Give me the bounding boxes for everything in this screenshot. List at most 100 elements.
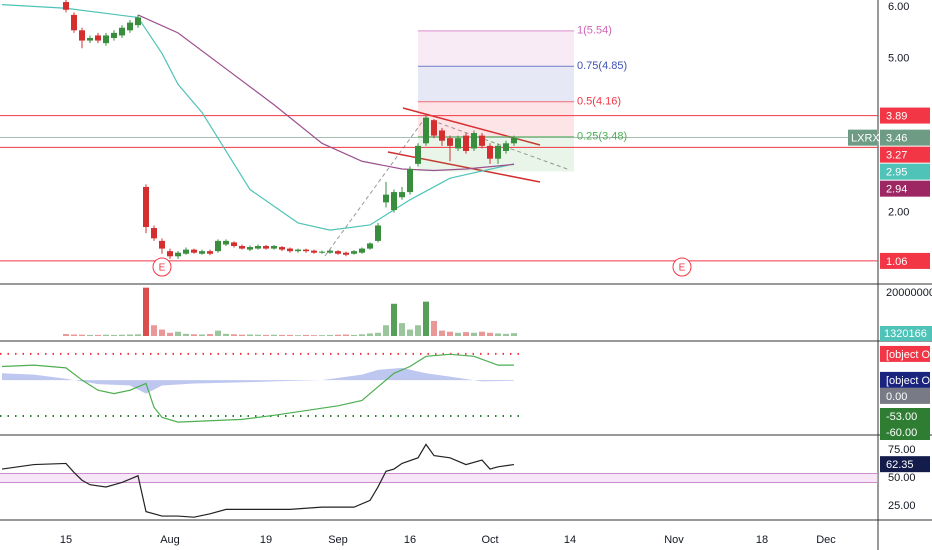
trend-dashed — [324, 117, 426, 257]
candle-body — [111, 32, 117, 39]
candle-body — [167, 251, 173, 257]
volume-bar — [415, 325, 421, 336]
time-tick-label: 14 — [564, 534, 576, 546]
fib-label: 1(5.54) — [577, 25, 612, 37]
candle-body — [183, 249, 189, 254]
candle-body — [103, 35, 109, 44]
price-badge-label: -60.00 — [886, 427, 917, 439]
volume-bar — [127, 334, 133, 336]
candle-body — [399, 192, 405, 198]
volume-bar — [247, 334, 253, 336]
candle-body — [239, 246, 245, 249]
candle-body — [487, 145, 493, 159]
volume-bar — [207, 334, 213, 336]
volume-badge — [880, 326, 932, 341]
price-badge-label: 3.27 — [886, 150, 907, 162]
volume-bar — [87, 334, 93, 336]
price-badge-label: -53.00 — [886, 411, 917, 423]
price-badge — [880, 129, 930, 146]
volume-bar — [79, 334, 85, 336]
volume-bar — [431, 320, 437, 336]
volume-bar — [351, 334, 357, 336]
candle-body — [471, 133, 477, 149]
candle-body — [255, 246, 261, 249]
time-tick-label: Sep — [328, 534, 348, 546]
candle-body — [375, 225, 381, 241]
time-tick-label: Aug — [160, 534, 180, 546]
price-badge — [880, 387, 930, 404]
volume-bar — [503, 333, 509, 336]
candle-body — [431, 120, 437, 136]
price-badge-label: 0.00 — [886, 391, 907, 403]
price-badge-label: 1.06 — [886, 256, 907, 268]
price-badge — [880, 408, 930, 425]
candle-body — [119, 27, 125, 36]
candle-body — [391, 192, 397, 211]
time-tick-label: 16 — [404, 534, 416, 546]
volume-bar — [279, 334, 285, 336]
moving-average — [137, 14, 515, 172]
candle-body — [295, 249, 301, 252]
candle-body — [479, 135, 485, 146]
symbol-label: LXRX — [851, 133, 880, 145]
candle-body — [263, 246, 269, 249]
candle-body — [343, 252, 349, 255]
oscillator-histogram — [2, 367, 514, 394]
symbol-badge — [848, 129, 877, 146]
candle-body — [87, 38, 93, 41]
candle-body — [63, 2, 69, 10]
time-tick-label: 18 — [756, 534, 768, 546]
candle-body — [127, 22, 133, 31]
candle-body — [247, 247, 253, 250]
volume-bar — [103, 334, 109, 336]
volume-bar — [167, 332, 173, 336]
price-badge — [880, 252, 930, 269]
candle-body — [287, 248, 293, 252]
volume-bar — [231, 334, 237, 336]
candle-body — [319, 251, 325, 253]
fib-label: 0.5(4.16) — [577, 96, 621, 108]
price-badge-label: [object Object] — [886, 375, 932, 387]
rsi-line — [1, 443, 515, 518]
volume-bar — [71, 334, 77, 336]
volume-bar — [455, 332, 461, 336]
candle-body — [175, 252, 181, 257]
volume-bar — [287, 334, 293, 336]
volume-bar — [335, 334, 341, 336]
volume-bar — [391, 303, 397, 336]
candle-body — [463, 135, 469, 152]
volume-bar — [447, 331, 453, 336]
candle-body — [407, 168, 413, 193]
price-badge-label: 3.89 — [886, 110, 907, 122]
time-tick-label: Nov — [664, 534, 684, 546]
volume-bar — [375, 332, 381, 336]
price-badge — [880, 180, 930, 197]
candle-body — [495, 145, 501, 159]
candle-body — [311, 250, 317, 253]
volume-bar — [399, 323, 405, 336]
volume-bar — [487, 332, 493, 336]
candle-body — [151, 228, 157, 239]
candle-body — [303, 249, 309, 252]
volume-bar — [143, 287, 149, 336]
volume-bar — [119, 334, 125, 336]
volume-bar — [423, 301, 429, 336]
volume-bar — [175, 331, 181, 336]
volume-bar — [439, 330, 445, 336]
volume-bar — [151, 325, 157, 336]
price-badge — [880, 371, 930, 388]
volume-bar — [511, 333, 517, 336]
price-badge — [880, 424, 930, 441]
channel-bottom — [387, 151, 541, 183]
volume-bar — [183, 333, 189, 336]
volume-bar — [295, 335, 301, 336]
channel-top — [402, 107, 541, 146]
candle-body — [191, 249, 197, 253]
candle-body — [271, 246, 277, 249]
volume-bar — [303, 334, 309, 336]
volume-bar — [383, 325, 389, 336]
candle-body — [207, 251, 213, 254]
candle-body — [439, 130, 445, 141]
volume-bar — [239, 334, 245, 336]
